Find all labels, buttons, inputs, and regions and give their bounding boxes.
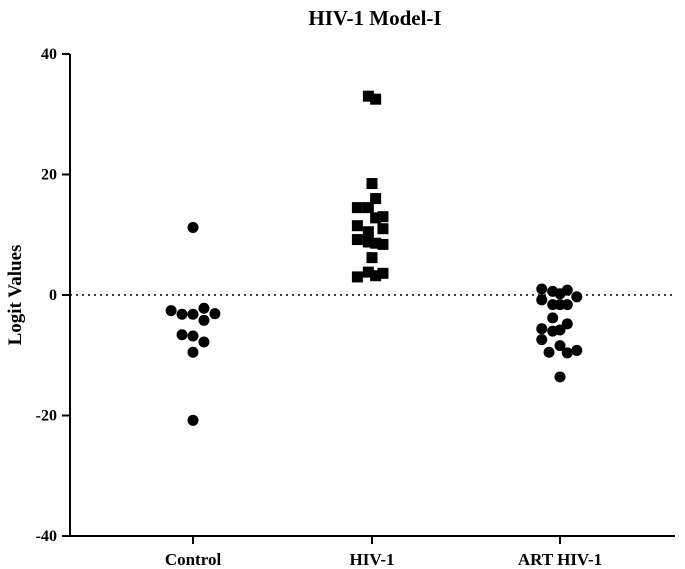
data-point-circle xyxy=(198,336,210,348)
data-point-circle xyxy=(536,323,548,335)
data-point-circle xyxy=(543,346,555,358)
x-category-label: Control xyxy=(165,550,222,569)
data-point-square xyxy=(366,178,378,190)
data-point-circle xyxy=(187,222,199,234)
data-point-circle xyxy=(187,330,199,342)
data-point-circle xyxy=(561,347,573,359)
y-axis-label: Logit Values xyxy=(5,245,26,346)
data-point-square xyxy=(351,234,363,246)
data-point-square xyxy=(377,267,389,279)
data-point-square xyxy=(370,237,382,249)
data-point-circle xyxy=(554,340,566,352)
data-point-square xyxy=(370,212,382,224)
x-category-label: HIV-1 xyxy=(349,550,394,569)
data-point-square xyxy=(351,220,363,232)
data-point-square xyxy=(366,252,378,264)
x-category-labels: Control HIV-1 ART HIV-1 xyxy=(165,536,602,569)
data-point-circle xyxy=(198,314,210,326)
data-point-square xyxy=(370,193,382,205)
data-point-circle xyxy=(209,308,221,320)
data-point-circle xyxy=(571,344,583,356)
data-point-circle xyxy=(554,371,566,383)
x-category-label: ART HIV-1 xyxy=(518,550,602,569)
data-point-circle xyxy=(198,302,210,314)
y-ticks: 40 20 0 -20 -40 xyxy=(36,46,70,545)
data-point-square xyxy=(377,223,389,235)
data-point-square xyxy=(370,93,382,105)
data-point-circle xyxy=(176,329,188,341)
data-point-square xyxy=(362,236,374,248)
data-point-circle xyxy=(187,308,199,320)
chart-title: HIV-1 Model-I xyxy=(308,6,441,30)
data-point-circle xyxy=(561,318,573,330)
data-point-circle xyxy=(176,308,188,320)
data-point-square xyxy=(377,238,389,250)
data-point-square xyxy=(362,266,374,278)
data-point-circle xyxy=(561,284,573,296)
y-tick-label: -20 xyxy=(36,408,57,425)
data-point-circle xyxy=(554,324,566,336)
data-point-square xyxy=(370,270,382,282)
data-point-circle xyxy=(547,312,559,324)
y-tick-label: -40 xyxy=(36,528,57,545)
data-point-circle xyxy=(165,305,177,317)
data-point-square xyxy=(362,90,374,102)
y-tick-label: 40 xyxy=(41,46,57,63)
data-point-square xyxy=(377,211,389,223)
data-point-circle xyxy=(536,334,548,346)
data-point-circle xyxy=(536,294,548,306)
data-point-circle xyxy=(561,299,573,311)
data-point-square xyxy=(351,202,363,214)
y-tick-label: 20 xyxy=(41,167,57,184)
data-point-circle xyxy=(187,346,199,358)
data-point-square xyxy=(362,202,374,214)
data-point-square xyxy=(351,271,363,283)
y-tick-label: 0 xyxy=(49,287,57,304)
data-points xyxy=(165,90,583,426)
data-point-circle xyxy=(536,283,548,295)
data-point-circle xyxy=(187,414,199,426)
data-point-circle xyxy=(571,291,583,303)
data-point-square xyxy=(362,226,374,238)
